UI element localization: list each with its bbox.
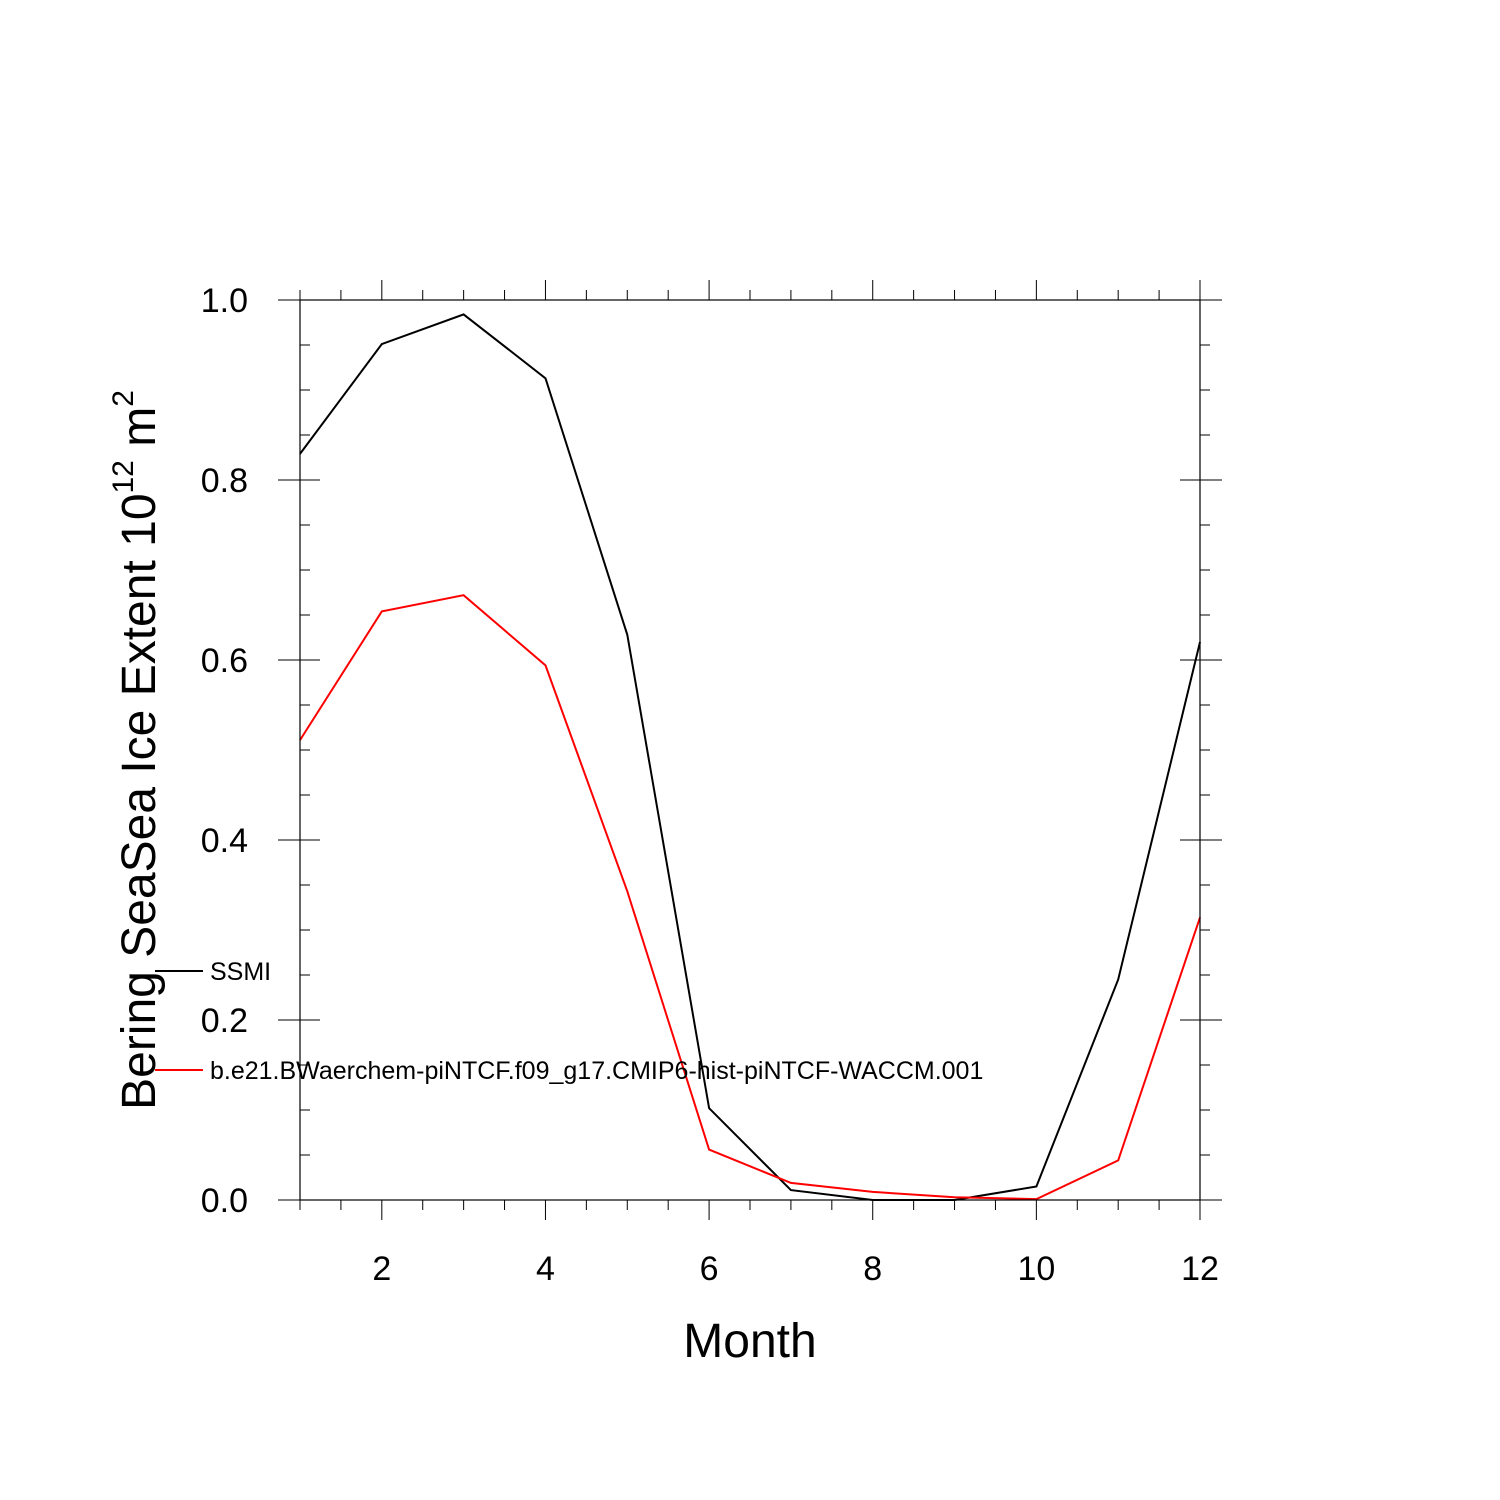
x-tick-label: 4 xyxy=(536,1250,555,1288)
legend-label-model: b.e21.BWaerchem-piNTCF.f09_g17.CMIP6-his… xyxy=(210,1057,983,1085)
y-tick-label: 0.6 xyxy=(201,642,248,680)
y-axis-title-exponent: 12 xyxy=(107,460,140,493)
y-axis-title-main: Bering SeaSea Ice Extent 10 xyxy=(113,493,166,1109)
x-tick-label: 6 xyxy=(700,1250,719,1288)
y-axis-title: Bering SeaSea Ice Extent 1012 m2 xyxy=(107,390,166,1110)
x-tick-label: 10 xyxy=(1017,1250,1055,1288)
y-tick-label: 0.4 xyxy=(201,822,248,860)
series-line-model xyxy=(299,594,1201,1201)
x-tick-label: 8 xyxy=(863,1250,882,1288)
y-tick-label: 1.0 xyxy=(201,282,248,320)
legend: SSMI b.e21.BWaerchem-piNTCF.f09_g17.CMIP… xyxy=(155,958,983,1085)
plot-frame xyxy=(299,299,1201,1201)
y-tick-label: 0.8 xyxy=(201,462,248,500)
labels-layer: 2 4 6 8 10 12 0.0 0.2 0.4 0.6 0.8 1.0 xyxy=(201,282,1219,1288)
y-tick-label: 0.2 xyxy=(201,1002,248,1040)
x-tick-label: 12 xyxy=(1181,1250,1219,1288)
series-line-ssmi xyxy=(299,313,1201,1201)
legend-label-ssmi: SSMI xyxy=(210,958,271,986)
series-layer xyxy=(299,313,1201,1201)
x-tick-label: 2 xyxy=(372,1250,391,1288)
y-axis-title-unit: m xyxy=(113,407,166,460)
y-axis-title-unit-exponent: 2 xyxy=(107,390,140,407)
y-tick-label: 0.0 xyxy=(201,1182,248,1220)
x-axis-title: Month xyxy=(683,1315,816,1368)
ticks-layer xyxy=(278,280,1222,1220)
